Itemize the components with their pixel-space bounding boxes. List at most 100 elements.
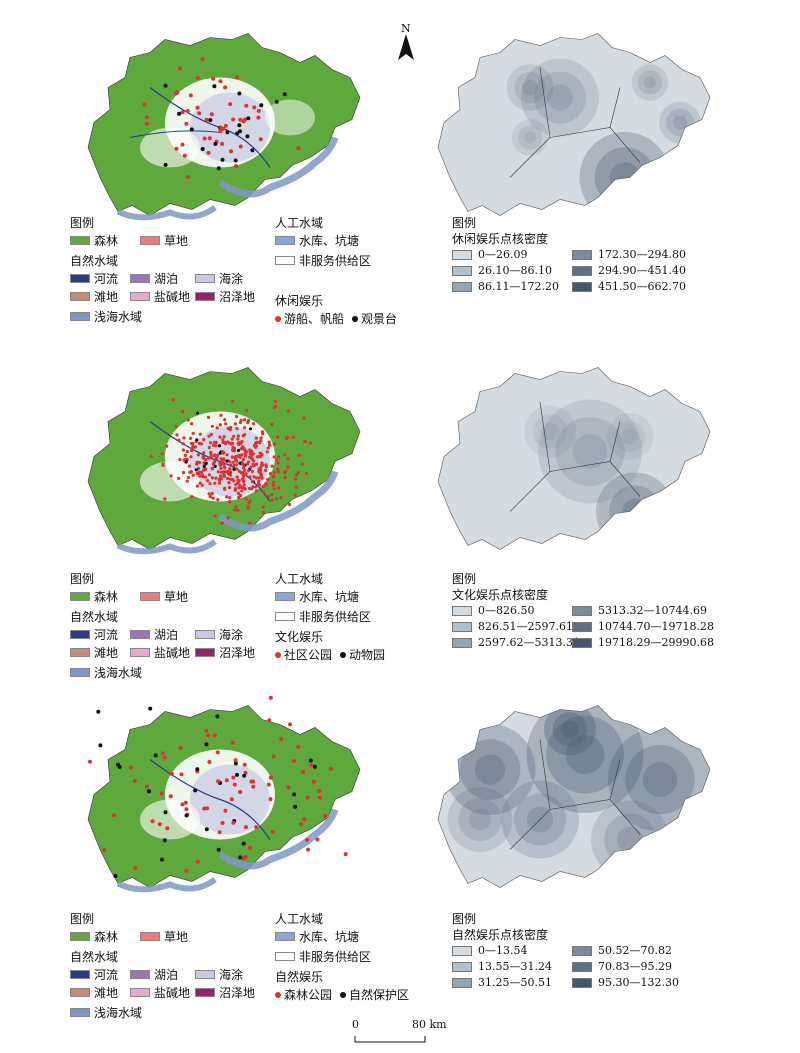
map-point: [214, 440, 218, 444]
map-point: [272, 474, 276, 478]
map-point: [204, 458, 208, 462]
map-point: [293, 493, 297, 497]
map-point: [218, 435, 222, 439]
map-point: [246, 116, 251, 121]
map-point: [275, 458, 279, 462]
scale-bar: 0 80 km: [350, 1018, 460, 1048]
map-point: [219, 466, 223, 470]
legend-artificial-water: 人工水域: [275, 572, 324, 586]
legend-label: 水库、坑塘: [299, 590, 360, 604]
density-swatch: [452, 621, 472, 632]
map-point: [195, 460, 199, 464]
map-point: [247, 418, 251, 423]
map-point: [238, 441, 242, 445]
density-class: 95.30—132.30: [572, 976, 679, 989]
legend-reservoir: 水库、坑塘: [275, 232, 359, 249]
map-point: [217, 830, 222, 835]
map-point: [251, 422, 256, 426]
legend-label: 森林: [94, 234, 119, 248]
density-class: 2597.62—5313.31: [452, 636, 580, 649]
reservoir-swatch: [275, 592, 295, 601]
map-point: [246, 460, 251, 464]
map-point: [234, 164, 238, 169]
map-point: [188, 93, 193, 98]
map-point: [218, 79, 223, 84]
legend-label: 沼泽地: [219, 986, 256, 1000]
density-swatch: [452, 961, 472, 972]
map-point: [291, 759, 296, 763]
map-point: [297, 453, 301, 457]
map-point: [96, 709, 101, 714]
density-blob: [522, 79, 538, 96]
map-point: [256, 115, 261, 120]
map-point: [178, 457, 182, 462]
map-point: [286, 465, 290, 469]
legend-label: 森林: [94, 590, 119, 604]
legend-label: 浅海水域: [94, 666, 143, 680]
map-point: [216, 779, 221, 784]
map-point: [296, 470, 300, 475]
legend-saline: 盐碱地: [130, 984, 190, 1001]
map-point: [266, 446, 270, 450]
map-point: [159, 791, 164, 796]
map-point: [268, 797, 273, 802]
density-class: 86.11—172.20: [452, 280, 559, 293]
density-class-label: 13.55—31.24: [478, 960, 552, 973]
map-point: [212, 733, 217, 738]
density-class-label: 26.10—86.10: [478, 264, 552, 277]
map-point: [271, 480, 276, 484]
map-point: [250, 469, 255, 474]
legend-nonservice: 非服务供给区: [275, 608, 371, 625]
map-point: [237, 91, 242, 96]
legend-label: 水库、坑塘: [299, 234, 360, 248]
density-blob: [572, 434, 608, 469]
density-blob: [546, 715, 624, 794]
map-point: [181, 442, 185, 446]
density-map-leisure: [420, 20, 720, 235]
map-point: [275, 497, 279, 501]
map-point: [272, 405, 277, 409]
map-point: [230, 740, 235, 745]
map-point: [113, 874, 118, 878]
map-point: [241, 477, 245, 481]
map-point: [240, 485, 244, 490]
grassland-swatch: [140, 592, 160, 601]
map-point: [147, 789, 151, 794]
map-point: [208, 482, 212, 486]
map-point: [272, 470, 277, 474]
map-point: [268, 775, 273, 780]
map-point: [225, 495, 229, 499]
map-point: [308, 758, 313, 763]
map-point: [245, 450, 249, 454]
density-class: 5313.32—10744.69: [572, 604, 707, 617]
map-point: [293, 477, 298, 481]
map-point: [223, 466, 227, 470]
map-point: [208, 441, 213, 445]
map-point: [115, 762, 120, 767]
map-point: [223, 418, 227, 422]
density-blob: [552, 712, 588, 747]
density-class-label: 50.52—70.82: [598, 944, 672, 957]
map-point: [235, 427, 239, 431]
map-point: [248, 427, 253, 431]
density-blob: [541, 422, 559, 441]
map-point: [287, 409, 291, 413]
map-point: [237, 486, 241, 490]
map-point: [302, 416, 306, 420]
map-point: [288, 722, 292, 727]
legend-shallow: 浅海水域: [70, 308, 142, 325]
map-point: [235, 131, 240, 136]
legend-label: 观景台: [361, 312, 398, 326]
map-point: [186, 475, 190, 480]
beach-swatch: [70, 648, 90, 657]
density-swatch: [452, 605, 472, 616]
density-map-svg: [437, 367, 711, 550]
density-class-label: 86.11—172.20: [478, 280, 559, 293]
map-point: [235, 75, 240, 80]
north-arrow: N: [394, 22, 418, 62]
map-point: [202, 136, 207, 141]
density-swatch: [572, 281, 592, 292]
legend-points: 森林公园 自然保护区: [275, 986, 409, 1003]
north-arrow-icon: [398, 34, 414, 60]
map-point: [241, 466, 246, 470]
